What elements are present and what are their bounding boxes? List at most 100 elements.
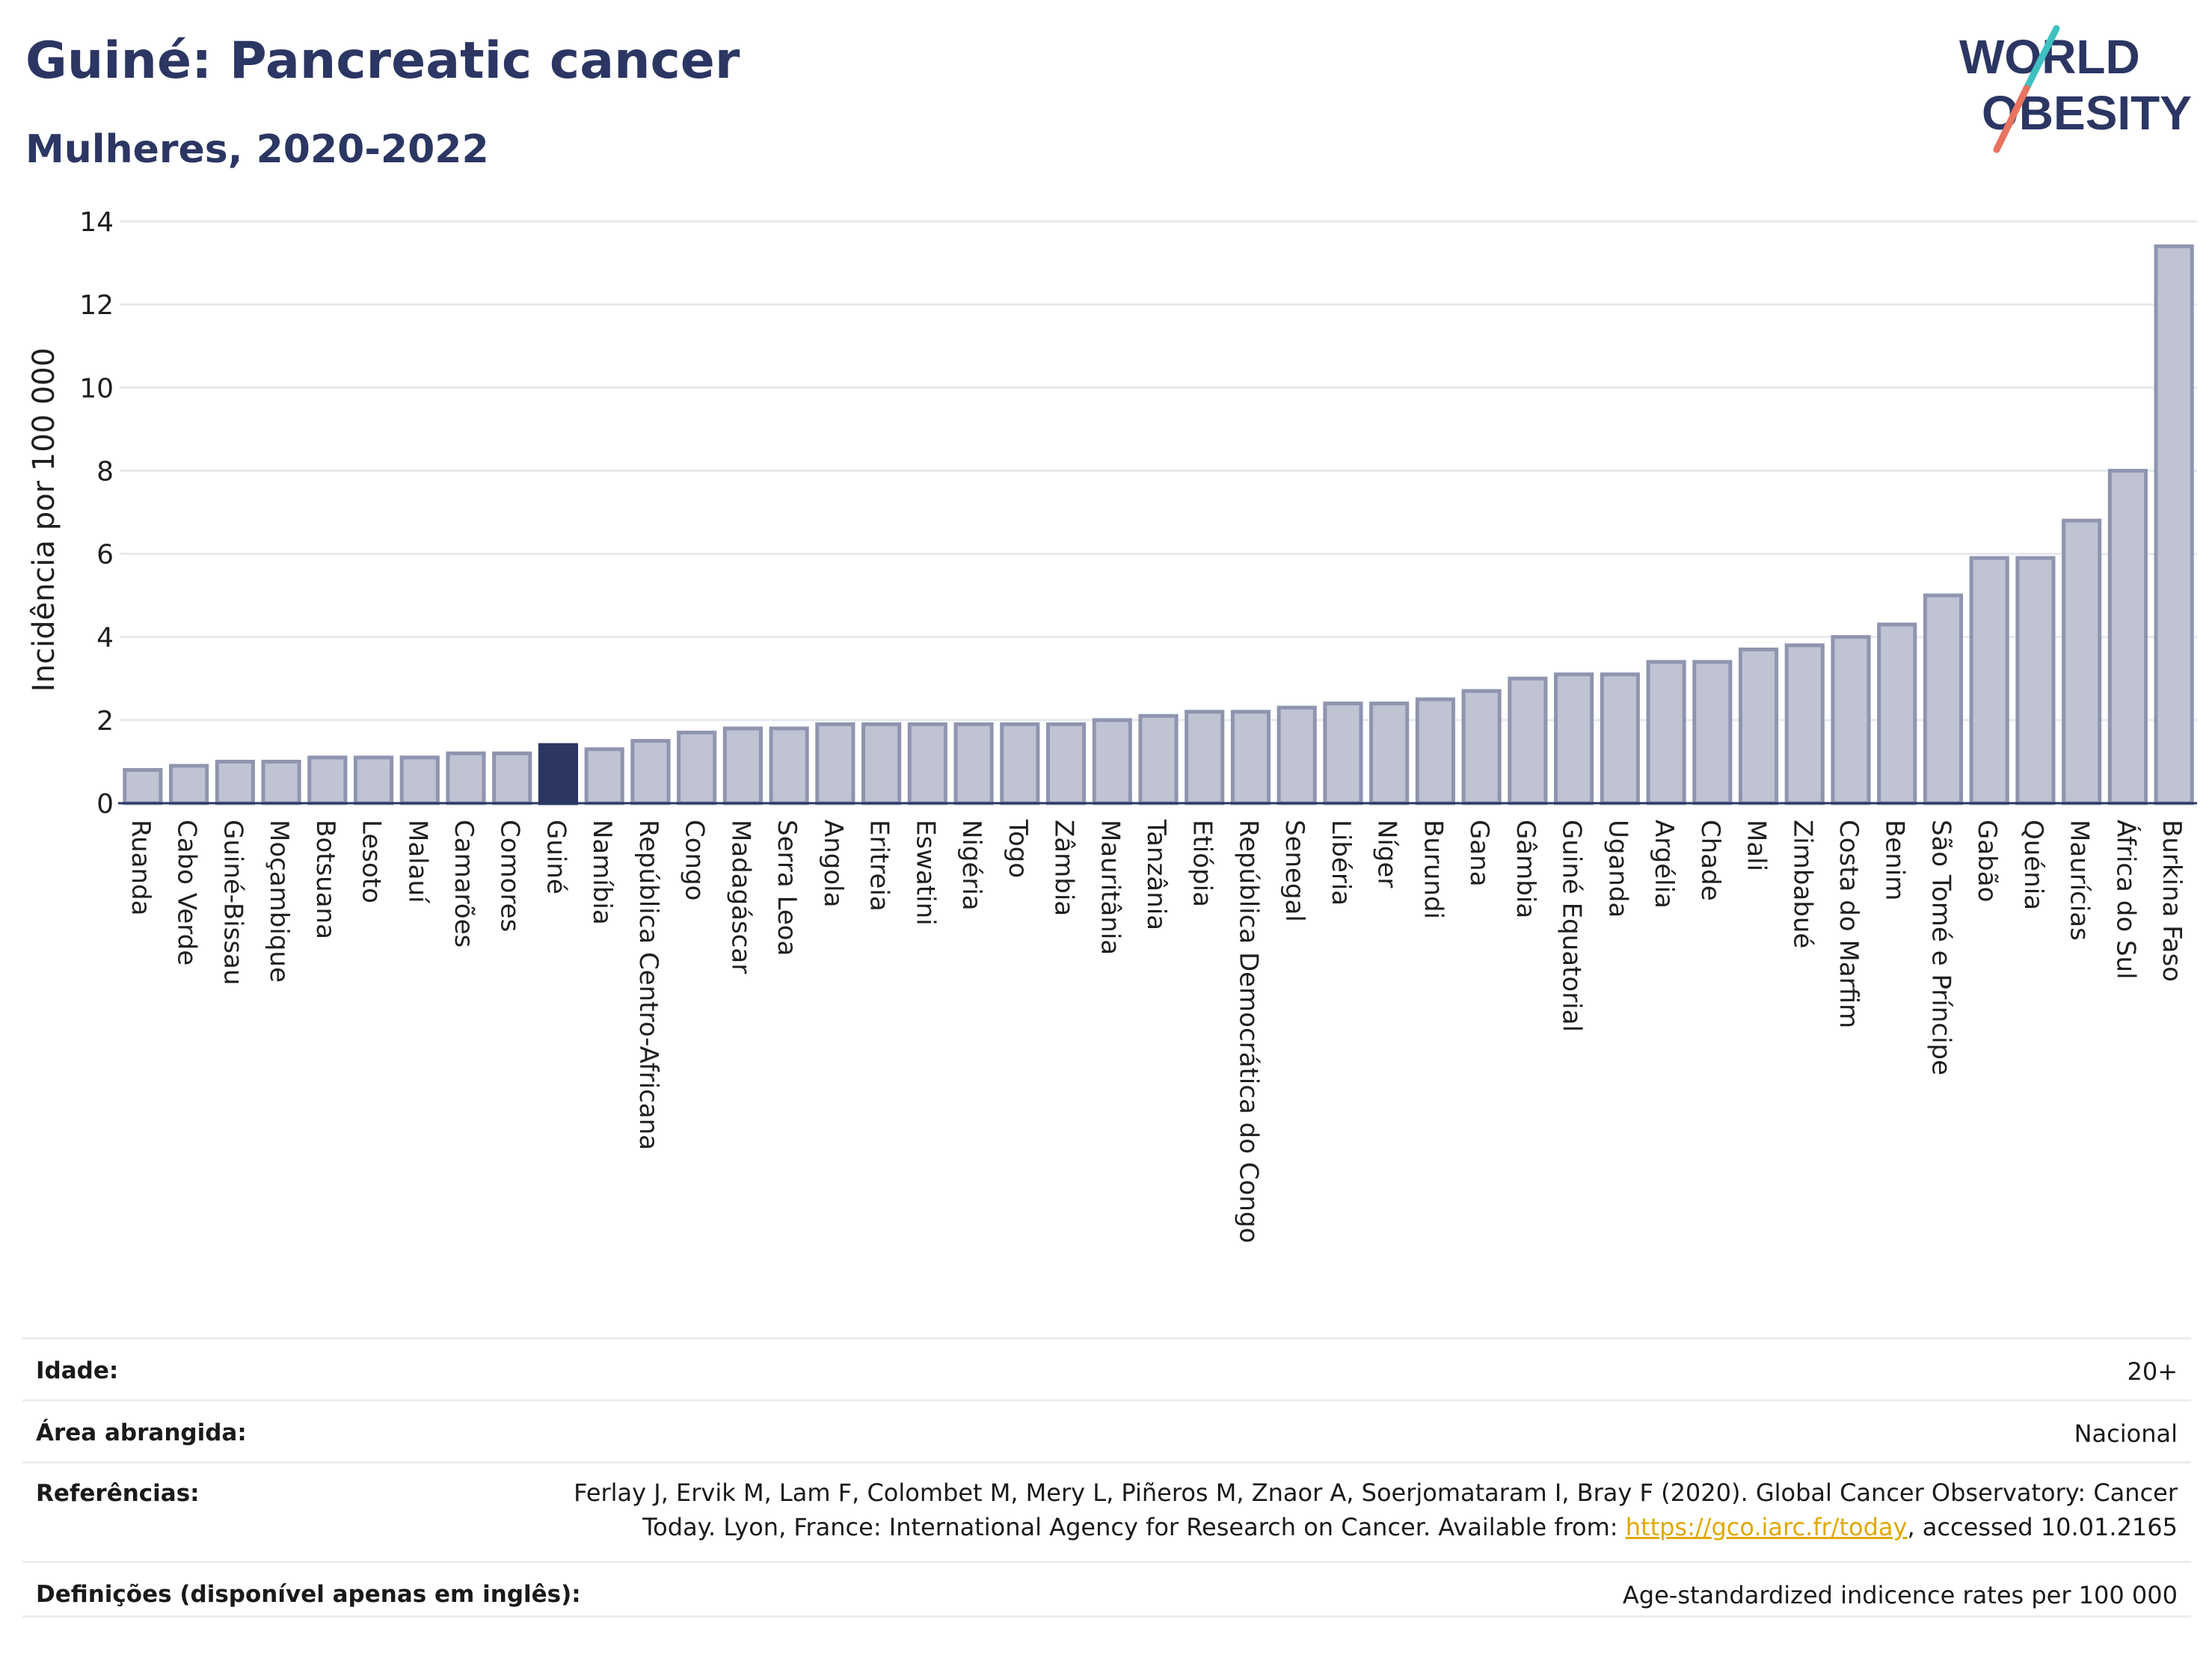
x-tick-label: Ruanda <box>126 820 156 915</box>
bar <box>1923 593 1964 805</box>
x-axis-labels: Ruanda Cabo Verde Guiné-Bissau Moçambique Bo… <box>126 819 2187 1243</box>
bar <box>538 743 579 805</box>
bar <box>1877 622 1917 805</box>
references-label: Referências: <box>36 1480 200 1507</box>
bar <box>630 739 671 805</box>
x-tick-label: Argélia <box>1649 820 1679 909</box>
bar <box>261 759 301 805</box>
info-table-bottom-border <box>22 1615 2191 1618</box>
x-tick-label: Namíbia <box>587 820 617 925</box>
bar <box>1831 635 1871 805</box>
x-tick-label: Comores <box>495 820 525 932</box>
area-value: Nacional <box>2074 1419 2178 1448</box>
age-label: Idade: <box>36 1357 119 1384</box>
x-tick-label: Burkina Faso <box>2157 820 2187 982</box>
x-tick-label: Benim <box>1880 820 1910 900</box>
y-tick-label: 14 <box>79 207 114 238</box>
x-tick-label: Burundi <box>1418 820 1448 919</box>
age-value: 20+ <box>2127 1357 2178 1386</box>
bar <box>1323 701 1363 805</box>
logo-slash-coral <box>1993 85 2030 153</box>
bar <box>215 759 255 805</box>
x-tick-label: Cabo Verde <box>172 820 202 965</box>
bar <box>307 755 348 805</box>
y-tick-label: 12 <box>79 290 114 321</box>
bar <box>2154 244 2194 805</box>
references-line-2: Today. Lyon, France: International Agenc… <box>574 1510 2178 1544</box>
x-tick-label: Madagáscar <box>725 820 755 974</box>
info-table: Idade: 20+ Área abrangida: Nacional Refe… <box>22 1337 2191 1623</box>
bar <box>1092 718 1132 805</box>
bar <box>1508 676 1548 805</box>
x-tick-label: Guiné-Bissau <box>218 820 248 985</box>
bar <box>1045 722 1087 805</box>
x-tick-label: Quénia <box>2018 820 2048 910</box>
logo-slash-teal <box>2023 25 2060 92</box>
x-tick-label: Togo <box>1003 819 1033 878</box>
x-tick-label: Guiné Equatorial <box>1557 820 1587 1032</box>
bar <box>1138 713 1179 805</box>
bar <box>722 726 763 805</box>
y-tick-label: 2 <box>96 706 114 737</box>
bar <box>169 764 209 805</box>
y-tick-label: 10 <box>79 373 114 404</box>
bar <box>1185 710 1225 805</box>
bar <box>1969 556 2009 805</box>
references-line-1: Ferlay J, Ervik M, Lam F, Colombet M, Me… <box>574 1479 2178 1507</box>
x-tick-label: Angola <box>818 820 848 907</box>
y-tick-label: 0 <box>96 789 114 820</box>
bar <box>353 755 394 805</box>
bar <box>769 726 809 805</box>
x-tick-label: República Centro-Africana <box>633 820 663 1150</box>
bar <box>1276 705 1317 805</box>
x-tick-label: Eswatini <box>910 820 940 926</box>
x-tick-label: Congo <box>680 820 710 900</box>
x-tick-label: Senegal <box>1279 820 1309 922</box>
references-value: Ferlay J, Ervik M, Lam F, Colombet M, Me… <box>574 1476 2178 1544</box>
bar-chart: 0 2 4 6 8 10 12 14 Ruanda Cabo Verde Guiné-Bissau… <box>27 207 2197 1243</box>
bar <box>2015 556 2056 805</box>
references-line-2-post: , accessed 10.01.2165 <box>1907 1513 2178 1541</box>
bar <box>123 768 163 805</box>
bar <box>1369 701 1410 805</box>
x-tick-label: Gana <box>1464 820 1494 887</box>
x-tick-label: Camarões <box>449 820 479 948</box>
area-label: Área abrangida: <box>36 1419 247 1446</box>
bar <box>492 751 532 805</box>
x-tick-label: Gâmbia <box>1511 820 1540 918</box>
x-tick-label: Guiné <box>541 820 571 894</box>
chart-subtitle: Mulheres, 2020-2022 <box>25 127 489 172</box>
bar <box>677 731 717 805</box>
gco-link[interactable]: https://gco.iarc.fr/today <box>1625 1513 1908 1541</box>
x-tick-label: África do Sul <box>2110 820 2141 980</box>
x-tick-label: Zâmbia <box>1049 820 1079 916</box>
x-tick-label: Costa do Marfim <box>1834 820 1864 1028</box>
y-tick-label: 6 <box>96 540 114 571</box>
chart-title: Guiné: Pancreatic cancer <box>25 31 740 90</box>
x-tick-label: Malauí <box>402 820 432 904</box>
x-tick-label: Botsuana <box>310 820 340 939</box>
x-tick-label: São Tomé e Príncipe <box>1926 820 1956 1075</box>
x-tick-label: Níger <box>1372 820 1402 888</box>
x-tick-label: Uganda <box>1603 820 1632 918</box>
bar <box>1600 672 1640 805</box>
bar <box>1692 660 1733 805</box>
info-row-age: Idade: 20+ <box>22 1337 2191 1399</box>
x-tick-label: Zimbabué <box>1787 820 1817 948</box>
x-tick-label: Libéria <box>1326 820 1356 906</box>
x-tick-label: Eritreia <box>864 820 894 912</box>
bar <box>2107 468 2148 805</box>
bar <box>1646 660 1686 805</box>
y-tick-label: 8 <box>96 456 114 487</box>
definitions-label: Definições (disponível apenas em inglês)… <box>36 1581 581 1608</box>
y-axis-label: Incidência por 100 000 <box>27 348 61 692</box>
bar <box>1230 710 1271 805</box>
world-obesity-logo: WORLD OBESITY <box>1959 25 2192 153</box>
x-tick-label: Nigéria <box>956 820 986 911</box>
x-tick-label: República Democrática do Congo <box>1233 820 1263 1243</box>
bar <box>1784 643 1825 805</box>
bar <box>953 722 994 805</box>
bar <box>1415 697 1455 805</box>
bar <box>2062 518 2102 805</box>
info-row-area: Área abrangida: Nacional <box>22 1399 2191 1461</box>
